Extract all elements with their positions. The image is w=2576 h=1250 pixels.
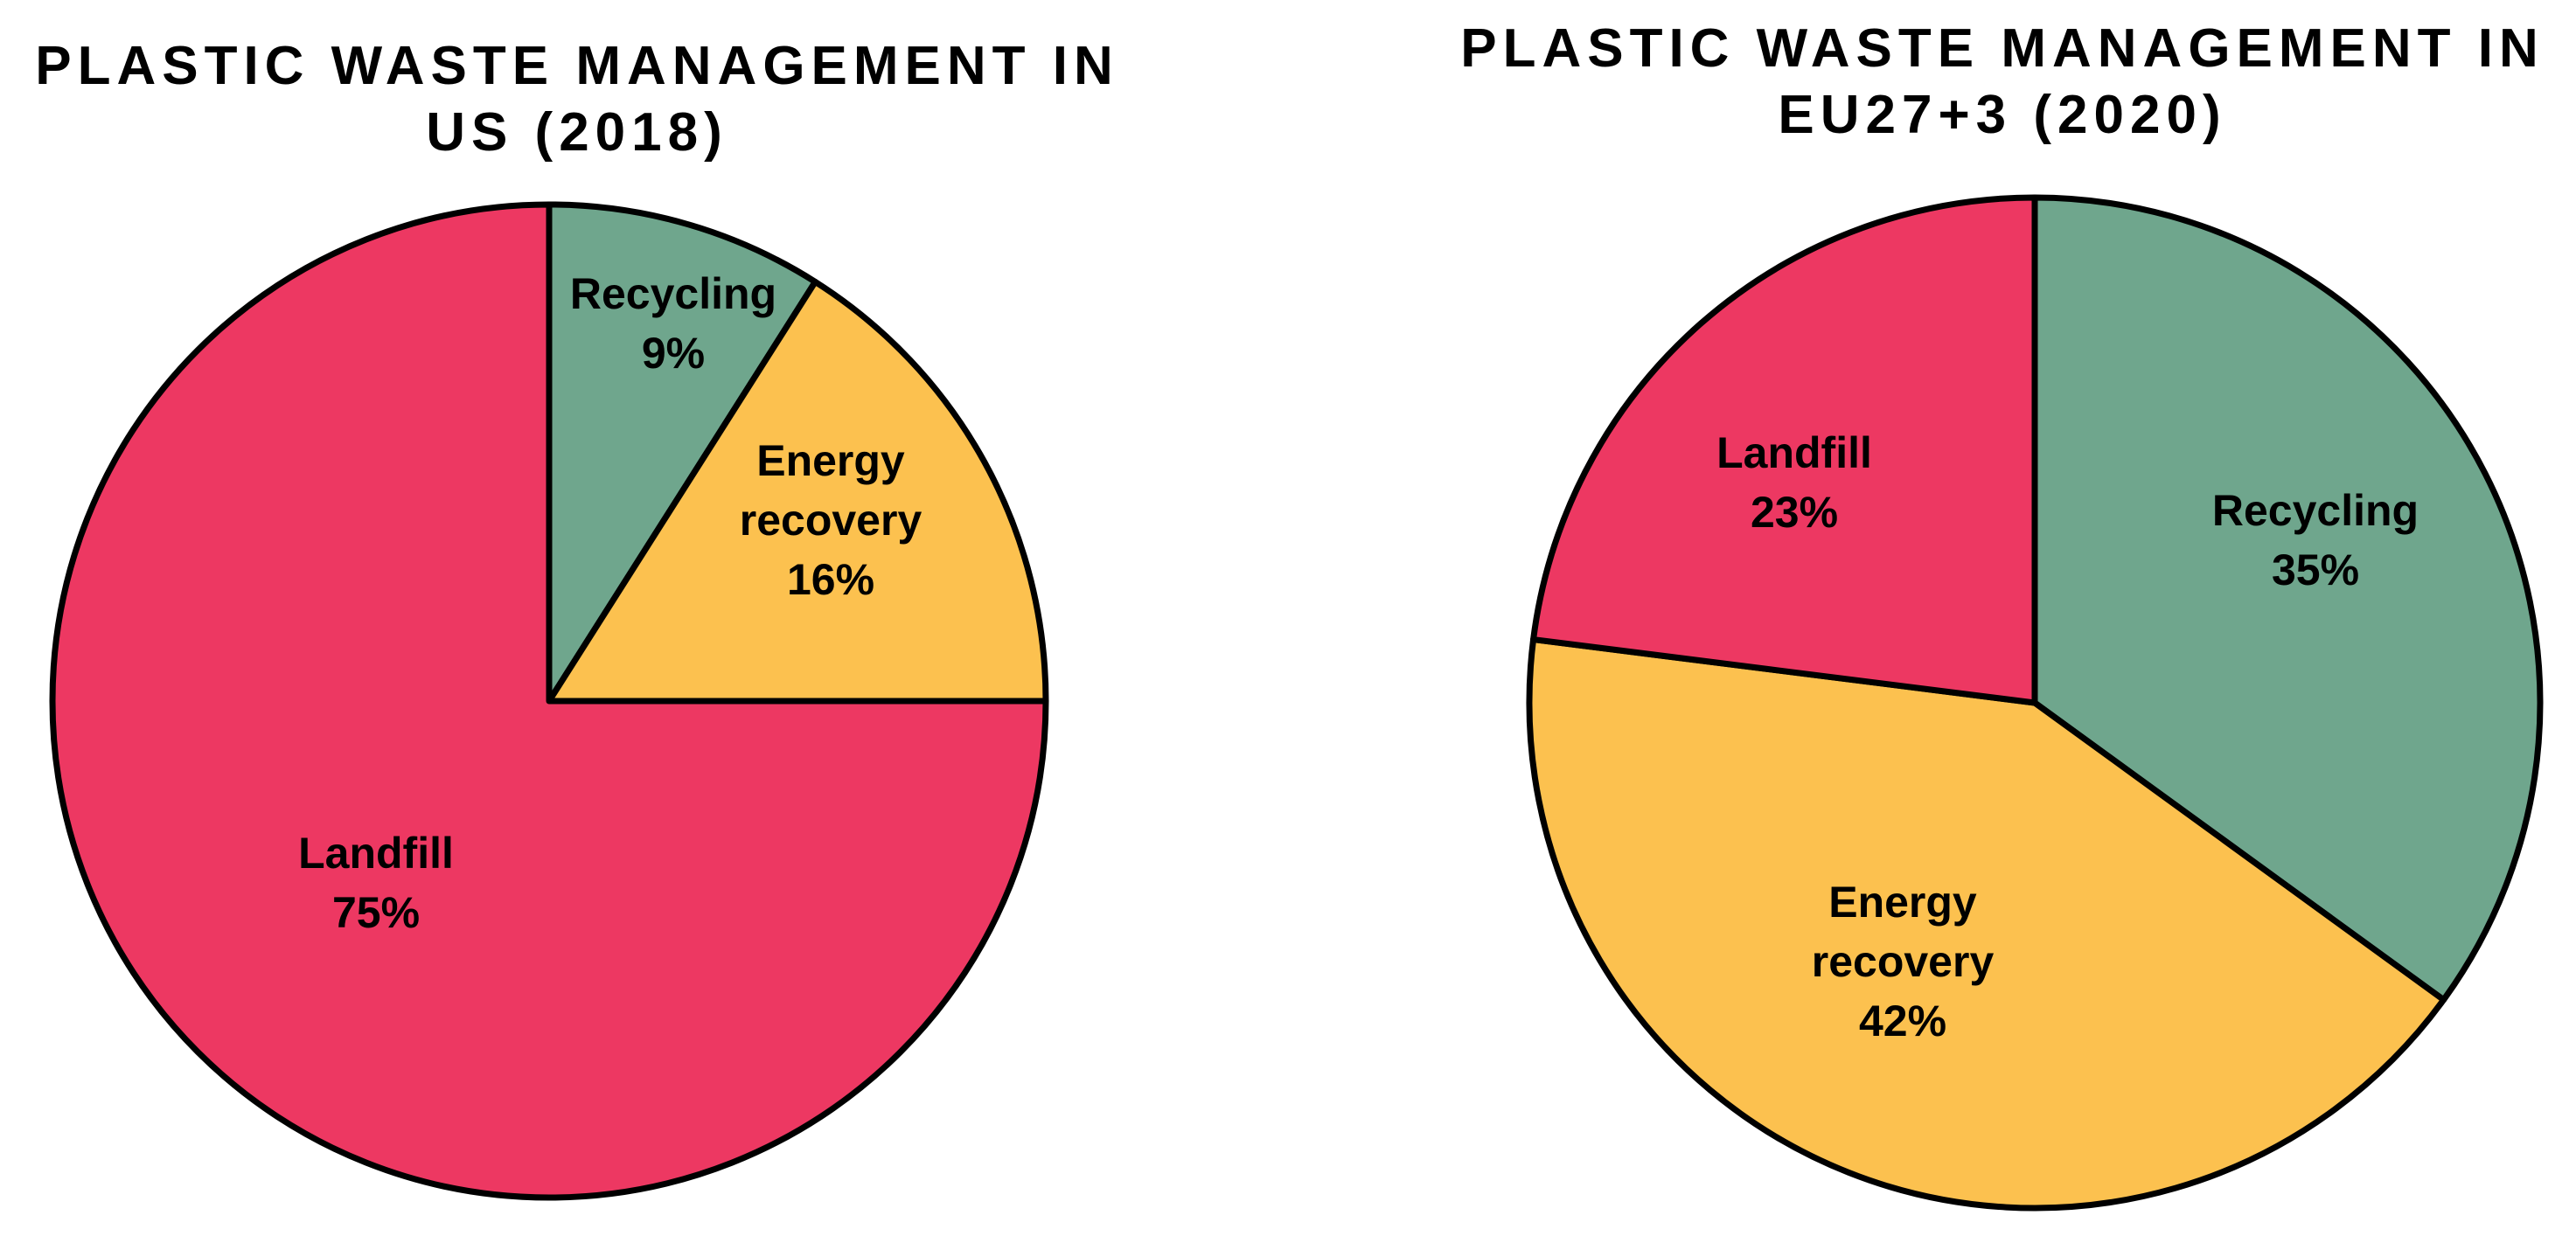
pie-slices: [49, 201, 1049, 1201]
slice-label-landfill: Landfill 75%: [298, 829, 454, 937]
slice-label-recycling: Recycling 35%: [2212, 486, 2419, 594]
pie-slice-recycling: [546, 201, 818, 705]
chart-title-line-2: EU27+3 (2020): [1778, 85, 2226, 145]
chart-title-line-2: US (2018): [426, 102, 728, 163]
chart-title-line-1: PLASTIC WASTE MANAGEMENT IN: [1460, 18, 2545, 79]
slice-label-line: Energy: [1828, 878, 1977, 927]
pie-slice-energy-recovery: [546, 278, 1049, 705]
slice-label-recycling: Recycling 9%: [570, 269, 776, 378]
us-2018-pie-chart: PLASTIC WASTE MANAGEMENT IN US (2018) Re…: [35, 36, 1119, 1201]
slice-label-line: Recycling: [2212, 486, 2419, 535]
pie-labels: Recycling 35% Energy recovery 42% Landfill 23%: [1716, 428, 2419, 1045]
slice-label-energy-recovery: Energy recovery 16%: [740, 436, 922, 604]
slice-label-line: Recycling: [570, 269, 776, 318]
slice-label-line: Energy: [756, 436, 905, 485]
slice-label-line: 23%: [1751, 488, 1838, 537]
pie-slice-landfill: [1530, 194, 2038, 706]
slice-label-energy-recovery: Energy recovery 42%: [1812, 878, 1995, 1045]
slice-label-line: recovery: [740, 496, 922, 545]
slice-label-line: Landfill: [298, 829, 454, 878]
eu27-3-2020-pie-chart: PLASTIC WASTE MANAGEMENT IN EU27+3 (2020…: [1460, 18, 2545, 1212]
slice-label-line: Landfill: [1716, 428, 1872, 477]
slice-label-line: 42%: [1859, 997, 1946, 1045]
pie-slice-energy-recovery: [1526, 636, 2447, 1212]
slice-label-line: 16%: [787, 555, 874, 604]
slice-label-landfill: Landfill 23%: [1716, 428, 1872, 537]
pie-slices: [1526, 194, 2544, 1212]
pie-slice-recycling: [2031, 194, 2544, 1003]
chart-title-line-1: PLASTIC WASTE MANAGEMENT IN: [35, 36, 1119, 96]
slice-label-line: 9%: [642, 329, 705, 378]
pie-slice-landfill: [49, 201, 1049, 1201]
slice-label-line: 35%: [2272, 545, 2359, 594]
pie-labels: Recycling 9% Energy recovery 16% Landfill 75%: [298, 269, 922, 937]
slice-label-line: 75%: [332, 888, 420, 937]
slice-label-line: recovery: [1812, 937, 1995, 986]
